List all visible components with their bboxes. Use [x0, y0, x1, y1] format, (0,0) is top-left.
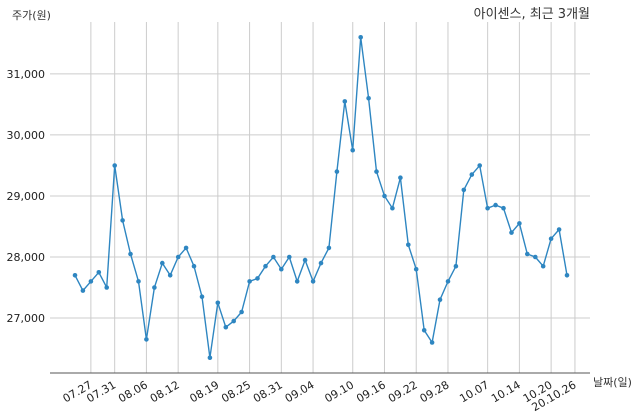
data-point [263, 263, 268, 269]
x-tick-label: 09.28 [418, 378, 452, 405]
data-point [136, 279, 141, 284]
data-point [72, 273, 78, 278]
data-point [326, 245, 332, 251]
data-point [406, 242, 411, 248]
data-point [390, 205, 395, 211]
data-point [215, 300, 221, 306]
data-point [564, 273, 570, 278]
x-tick-label: 08.31 [251, 378, 285, 405]
price-line [74, 37, 568, 358]
data-point [191, 263, 197, 269]
data-point [294, 279, 300, 284]
data-point [334, 169, 340, 174]
price-points [72, 35, 570, 361]
data-point [437, 297, 443, 303]
y-tick-labels: 27,000 28,000 29,000 30,000 31,000 [7, 68, 46, 325]
x-tick-label: 09.10 [322, 378, 356, 405]
data-point [413, 266, 419, 272]
data-point [556, 227, 562, 232]
y-axis-label: 주가(원) [12, 9, 51, 22]
data-point [255, 276, 260, 281]
data-point [231, 318, 236, 324]
data-point [310, 279, 316, 284]
data-point [247, 279, 252, 284]
data-point [374, 169, 379, 174]
y-tick-label: 28,000 [7, 251, 46, 264]
data-point [167, 273, 173, 278]
x-tick-label: 09.04 [283, 378, 317, 405]
data-point [342, 99, 348, 104]
x-tick-label: 08.12 [148, 378, 182, 405]
x-tick-label: 08.25 [219, 378, 253, 405]
grid-lines [50, 22, 590, 373]
data-point [96, 270, 102, 275]
data-point [453, 263, 459, 269]
data-point [88, 279, 94, 284]
x-tick-label: 09.22 [386, 378, 420, 405]
data-point [80, 288, 86, 293]
data-point [183, 245, 189, 251]
x-tick-label: 10.07 [457, 378, 491, 405]
data-point [104, 285, 109, 290]
data-point [279, 266, 284, 272]
x-axis-label: 날짜(일) [593, 375, 632, 389]
x-tick-label: 09.16 [354, 378, 388, 405]
data-point [493, 202, 498, 208]
data-point [120, 218, 125, 223]
data-point [429, 340, 435, 345]
data-point [302, 257, 308, 263]
y-tick-label: 30,000 [7, 129, 46, 142]
x-tick-label: 10.14 [489, 378, 523, 405]
data-point [239, 309, 244, 315]
data-point [382, 193, 387, 199]
data-point [548, 236, 554, 241]
data-point [318, 260, 324, 266]
y-tick-label: 27,000 [7, 312, 46, 325]
data-point [207, 355, 213, 361]
data-point [128, 251, 133, 257]
data-point [144, 337, 149, 342]
data-point [358, 35, 364, 40]
y-tick-label: 31,000 [7, 68, 46, 81]
data-point [461, 187, 467, 193]
data-point [366, 96, 371, 101]
data-point [160, 260, 165, 266]
y-tick-label: 29,000 [7, 190, 46, 203]
data-point [533, 254, 538, 260]
data-point [525, 251, 530, 257]
chart-title: 아이센스, 최근 3개월 [474, 7, 590, 22]
data-point [199, 294, 205, 300]
data-point [287, 254, 292, 260]
data-point [517, 221, 522, 226]
data-point [477, 163, 483, 168]
data-point [540, 263, 546, 269]
data-point [501, 205, 506, 211]
data-point [445, 279, 451, 284]
x-tick-label: 08.06 [116, 378, 150, 405]
data-point [509, 230, 514, 235]
data-point [175, 254, 181, 260]
x-tick-label: 08.19 [188, 378, 222, 405]
data-point [223, 324, 229, 330]
data-point [469, 172, 475, 177]
data-point [421, 328, 427, 333]
data-point [271, 254, 276, 260]
data-point [152, 285, 157, 290]
data-point [112, 163, 117, 168]
data-point [350, 147, 356, 153]
data-point [485, 205, 490, 211]
data-point [398, 175, 403, 180]
